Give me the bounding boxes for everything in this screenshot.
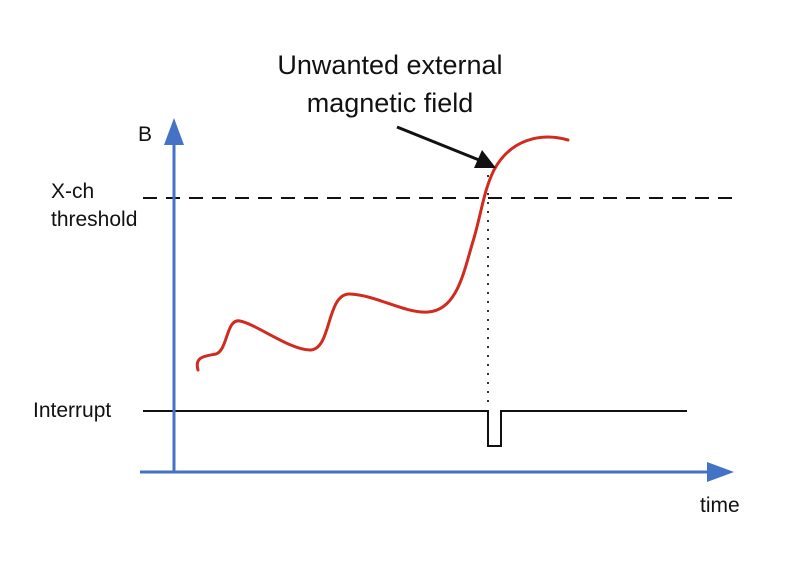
interrupt-label: Interrupt [33, 399, 112, 422]
annotation-line-1: Unwanted external [277, 50, 503, 80]
threshold-label-line-1: X-ch [51, 180, 95, 203]
threshold-label-line-2: threshold [51, 208, 138, 231]
magnetic-field-curve [195, 135, 570, 372]
annotation-arrowhead-icon [474, 150, 496, 168]
y-axis-arrowhead-icon [164, 118, 184, 145]
annotation-line-2: magnetic field [306, 88, 474, 118]
y-axis-label: B [138, 123, 153, 146]
x-axis-arrowhead-icon [707, 462, 734, 482]
annotation-arrow [396, 125, 485, 164]
interrupt-signal [143, 410, 687, 447]
x-axis-label: time [700, 494, 740, 517]
